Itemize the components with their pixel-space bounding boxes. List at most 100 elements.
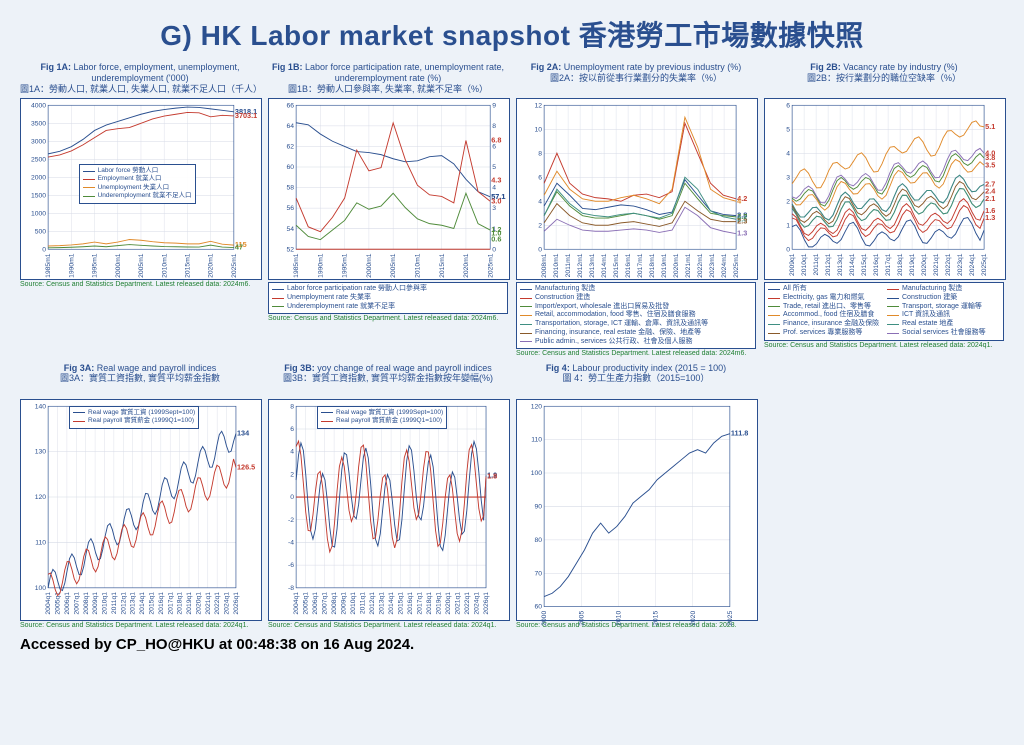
svg-text:2024q1: 2024q1: [224, 591, 231, 614]
svg-text:1985m1: 1985m1: [45, 253, 52, 278]
svg-text:2000m1: 2000m1: [115, 253, 122, 278]
svg-text:2007q1: 2007q1: [73, 591, 80, 614]
svg-text:2000m1: 2000m1: [366, 253, 373, 278]
svg-text:4: 4: [786, 150, 790, 157]
svg-text:2025: 2025: [727, 610, 734, 625]
fig2a-legend: Manufacturing 製造Construction 建造Import/ex…: [516, 282, 756, 349]
fig4-title: Fig 4: Labour productivity index (2015 =…: [516, 363, 756, 397]
svg-text:2013m1: 2013m1: [589, 253, 596, 278]
svg-text:2000: 2000: [31, 174, 46, 181]
svg-text:2014m1: 2014m1: [601, 253, 608, 278]
svg-text:6: 6: [290, 426, 294, 433]
svg-text:2011q1: 2011q1: [360, 591, 367, 613]
svg-text:0: 0: [42, 246, 46, 253]
svg-text:2020q1: 2020q1: [445, 591, 452, 614]
svg-text:60: 60: [535, 603, 543, 610]
svg-text:2015m1: 2015m1: [439, 253, 446, 278]
svg-text:0: 0: [290, 494, 294, 501]
svg-text:1995m1: 1995m1: [92, 253, 99, 278]
svg-text:110: 110: [531, 436, 542, 443]
svg-text:64: 64: [287, 123, 295, 130]
svg-text:4.3: 4.3: [491, 176, 501, 185]
svg-text:52: 52: [287, 246, 295, 253]
svg-text:3703.1: 3703.1: [235, 111, 257, 120]
svg-text:2015: 2015: [653, 610, 660, 625]
svg-text:120: 120: [35, 494, 47, 501]
svg-text:-6: -6: [288, 562, 294, 569]
svg-text:1995m1: 1995m1: [342, 253, 349, 278]
panel-fig3a: Fig 3A: Real wage and payroll indices 圖3…: [20, 363, 260, 630]
fig3b-legend: Real wage 實質工資 (1999Sept=100)Real payrol…: [317, 406, 447, 429]
svg-text:62: 62: [287, 143, 295, 150]
svg-text:80: 80: [535, 537, 543, 544]
svg-text:2015q1: 2015q1: [398, 591, 405, 614]
svg-text:2004q1: 2004q1: [45, 591, 52, 614]
svg-text:2021m1: 2021m1: [685, 253, 692, 278]
svg-text:2018q1: 2018q1: [897, 253, 904, 276]
svg-text:2006q1: 2006q1: [312, 591, 319, 614]
svg-text:1000: 1000: [31, 210, 46, 217]
access-footer: Accessed by CP_HO@HKU at 00:48:38 on 16 …: [20, 636, 1004, 653]
fig2b-legend: All 所有Electricity, gas 電力和燃氣Trade, retai…: [764, 282, 1004, 341]
panel-fig1a: Fig 1A: Labor force, employment, unemplo…: [20, 62, 260, 359]
svg-text:6.8: 6.8: [491, 136, 501, 145]
svg-text:2010q1: 2010q1: [350, 591, 357, 614]
svg-text:120: 120: [531, 403, 543, 410]
svg-text:2022q1: 2022q1: [464, 591, 471, 614]
svg-text:2006q1: 2006q1: [64, 591, 71, 614]
svg-text:1: 1: [786, 222, 790, 229]
svg-text:3: 3: [492, 205, 496, 212]
svg-text:3000: 3000: [31, 138, 46, 145]
svg-text:2.4: 2.4: [985, 187, 996, 196]
svg-text:1500: 1500: [31, 192, 46, 199]
svg-text:2005m1: 2005m1: [138, 253, 145, 278]
svg-text:0: 0: [492, 246, 496, 253]
svg-text:130: 130: [35, 448, 47, 455]
svg-text:2022q1: 2022q1: [945, 253, 952, 276]
panel-fig1b: Fig 1B: Labor force participation rate, …: [268, 62, 508, 359]
svg-text:2020m1: 2020m1: [673, 253, 680, 278]
svg-text:2012m1: 2012m1: [577, 253, 584, 278]
svg-text:2024q1: 2024q1: [474, 591, 481, 614]
svg-text:10: 10: [535, 126, 543, 133]
svg-text:2025m1: 2025m1: [733, 253, 740, 278]
fig2a-title: Fig 2A: Unemployment rate by previous in…: [516, 62, 756, 96]
svg-text:2010q1: 2010q1: [102, 591, 109, 614]
main-title: G) HK Labor market snapshot 香港勞工市場數據快照: [20, 14, 1004, 54]
svg-text:134: 134: [237, 428, 250, 437]
svg-text:58: 58: [287, 185, 295, 192]
svg-text:1990m1: 1990m1: [68, 253, 75, 278]
svg-text:6: 6: [786, 102, 790, 109]
svg-text:12: 12: [535, 102, 543, 109]
svg-text:2014q1: 2014q1: [849, 253, 856, 276]
svg-text:2014q1: 2014q1: [139, 591, 146, 614]
svg-text:2007q1: 2007q1: [322, 591, 329, 614]
svg-text:2010m1: 2010m1: [553, 253, 560, 278]
panel-fig4: Fig 4: Labour productivity index (2015 =…: [516, 363, 756, 630]
fig1b-legend: Labor force participation rate 勞動人口參與率Un…: [268, 282, 508, 314]
fig1b-title: Fig 1B: Labor force participation rate, …: [268, 62, 508, 96]
svg-text:1.3: 1.3: [737, 229, 747, 238]
svg-text:5: 5: [492, 164, 496, 171]
svg-text:2010m1: 2010m1: [161, 253, 168, 278]
svg-text:2016q1: 2016q1: [873, 253, 880, 276]
svg-text:2025m1: 2025m1: [231, 253, 238, 278]
svg-text:2020: 2020: [690, 610, 697, 625]
svg-text:4: 4: [492, 185, 496, 192]
svg-text:2025m1: 2025m1: [487, 253, 494, 278]
fig4-chart: 6070809010011012020002005201020152020202…: [516, 399, 758, 621]
svg-text:2: 2: [786, 198, 790, 205]
svg-text:2005q1: 2005q1: [303, 591, 310, 614]
svg-text:2018m1: 2018m1: [649, 253, 656, 278]
panel-fig2b: Fig 2B: Vacancy rate by industry (%) 圖2B…: [764, 62, 1004, 359]
fig2b-source: Source: Census and Statistics Department…: [764, 342, 1004, 350]
svg-text:2005m1: 2005m1: [390, 253, 397, 278]
svg-text:54: 54: [287, 226, 295, 233]
svg-text:2017q1: 2017q1: [417, 591, 424, 614]
svg-text:2021q1: 2021q1: [455, 591, 462, 614]
svg-text:2015q1: 2015q1: [861, 253, 868, 276]
svg-text:2004q1: 2004q1: [293, 591, 300, 614]
fig1b-chart: 5205415635846056266486691985m11990m11995…: [268, 98, 510, 280]
fig2b-title: Fig 2B: Vacancy rate by industry (%) 圖2B…: [764, 62, 1004, 96]
svg-text:5: 5: [786, 126, 790, 133]
